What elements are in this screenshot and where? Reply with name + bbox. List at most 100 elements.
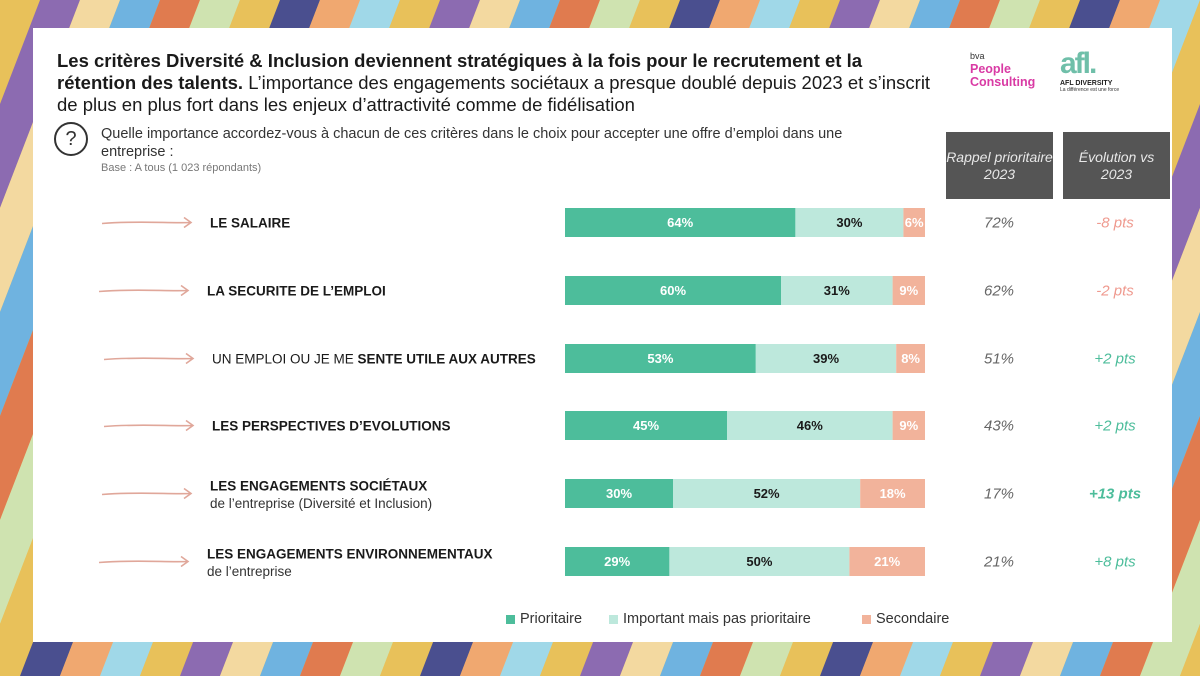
headline: Les critères Diversité & Inclusion devie… <box>57 50 937 116</box>
bar-segment-prioritaire <box>565 276 781 305</box>
bar-segment-important <box>669 547 850 576</box>
evolution-value: +2 pts <box>1094 350 1136 367</box>
bar-value-label: 6% <box>905 215 924 230</box>
question-icon: ? <box>54 122 88 156</box>
bar-segment-secondaire <box>896 344 925 373</box>
row-arrow-icon <box>103 424 193 428</box>
rappel-2023-value: 43% <box>984 417 1014 434</box>
bar-value-label: 30% <box>606 486 632 501</box>
rappel-2023-value: 51% <box>984 350 1014 367</box>
rappel-2023-value: 72% <box>984 214 1014 231</box>
evolution-value: +13 pts <box>1089 485 1141 502</box>
afl-logo: afl. AFL DIVERSITY La différence est une… <box>1060 46 1150 93</box>
bar-value-label: 18% <box>880 486 906 501</box>
bva-logo-name: People Consulting <box>970 62 1036 89</box>
bar-segment-prioritaire <box>565 547 670 576</box>
question-base: Base : A tous (1 023 répondants) <box>101 162 262 174</box>
legend-swatch-important <box>609 614 618 624</box>
legend-label-secondaire: Secondaire <box>876 611 950 627</box>
category-label-part: LES ENGAGEMENTS SOCIÉTAUX <box>210 478 427 493</box>
stacked-bar-chart: LE SALAIRE 64% 30% 6% 72% -8 pts LA SECURITE D… <box>98 208 1141 579</box>
legend-item-important: Important mais pas prioritaire <box>609 611 811 627</box>
bar-value-label: 21% <box>874 554 900 569</box>
bar-segment-important <box>673 479 861 508</box>
bar-value-label: 30% <box>836 215 862 230</box>
legend-swatch-secondaire <box>862 614 871 624</box>
row-arrow-icon <box>98 289 188 293</box>
bar-value-label: 39% <box>813 351 839 366</box>
rappel-2023-value: 21% <box>983 553 1014 570</box>
row-arrow-icon <box>98 560 188 564</box>
evolution-column-header: Évolution vs 2023 <box>1063 132 1170 199</box>
rappel-2023-value: 17% <box>984 485 1014 502</box>
category-label: LE SALAIRE <box>210 215 290 230</box>
headline-normal: L’importance des engagements sociétaux a… <box>57 72 931 115</box>
bar-value-label: 53% <box>647 351 673 366</box>
evolution-value: -2 pts <box>1096 282 1134 299</box>
bva-logo: bva People Consulting <box>970 50 1050 89</box>
category-label-part: LA SECURITE DE L’EMPLOI <box>207 283 386 298</box>
bar-value-label: 64% <box>667 215 693 230</box>
category-label-part: LES ENGAGEMENTS ENVIRONNEMENTAUX <box>207 546 493 561</box>
bar-segment-secondaire <box>860 479 925 508</box>
category-sublabel: de l’entreprise (Diversité et Inclusion) <box>210 496 432 511</box>
row-arrow-icon <box>103 357 193 361</box>
category-label-part: LES PERSPECTIVES D’EVOLUTIONS <box>212 418 451 433</box>
row-arrow-icon <box>101 492 191 496</box>
bar-segment-secondaire <box>903 208 925 237</box>
evolution-value: -8 pts <box>1096 214 1134 231</box>
bar-segment-secondaire <box>849 547 925 576</box>
legend-item-secondaire: Secondaire <box>862 611 949 627</box>
row-arrowhead-icon <box>185 419 195 432</box>
bar-value-label: 9% <box>899 283 918 298</box>
legend-label-important: Important mais pas prioritaire <box>623 611 811 627</box>
category-sublabel: de l’entreprise <box>207 564 292 579</box>
category-label: LES ENGAGEMENTS SOCIÉTAUX <box>210 478 427 493</box>
category-label-part: LE SALAIRE <box>210 215 290 230</box>
rappel-column-header: Rappel prioritaire 2023 <box>946 132 1053 199</box>
category-label-part: SENTE UTILE AUX AUTRES <box>358 351 536 366</box>
bar-segment-prioritaire <box>565 411 727 440</box>
bar-segment-important <box>781 276 893 305</box>
bar-value-label: 29% <box>604 554 630 569</box>
bva-logo-small: bva <box>970 51 985 61</box>
category-label: LA SECURITE DE L’EMPLOI <box>207 283 386 298</box>
legend-item-prioritaire: Prioritaire <box>506 611 582 627</box>
question-text: Quelle importance accordez-vous à chacun… <box>101 126 843 160</box>
rappel-2023-value: 62% <box>984 282 1014 299</box>
bar-value-label: 46% <box>797 418 823 433</box>
evolution-value: +2 pts <box>1094 417 1136 434</box>
bar-segment-secondaire <box>892 276 925 305</box>
bar-value-label: 31% <box>824 283 850 298</box>
row-arrow-icon <box>101 221 191 225</box>
headline-bold: Les critères Diversité & Inclusion devie… <box>57 50 863 93</box>
category-label: LES ENGAGEMENTS ENVIRONNEMENTAUX <box>207 546 493 561</box>
bar-value-label: 9% <box>899 418 918 433</box>
afl-logo-name: AFL DIVERSITY <box>1060 80 1113 87</box>
afl-logo-mark: afl. <box>1060 47 1097 80</box>
afl-logo-tag: La différence est une force <box>1060 87 1120 93</box>
background-stripe <box>1180 624 1200 676</box>
bar-segment-prioritaire <box>565 344 756 373</box>
bar-value-label: 60% <box>660 283 686 298</box>
row-arrowhead-icon <box>183 487 193 500</box>
bar-value-label: 52% <box>754 486 780 501</box>
category-label-part: UN EMPLOI OU JE ME <box>212 351 358 366</box>
bar-segment-important <box>727 411 893 440</box>
category-label: LES PERSPECTIVES D’EVOLUTIONS <box>212 418 451 433</box>
bar-value-label: 50% <box>746 554 772 569</box>
logos: bva People Consulting afl. AFL DIVERSITY… <box>970 46 1150 116</box>
category-label: UN EMPLOI OU JE ME SENTE UTILE AUX AUTRE… <box>212 351 536 366</box>
row-arrowhead-icon <box>180 284 190 297</box>
bar-segment-important <box>755 344 897 373</box>
row-arrowhead-icon <box>180 555 190 568</box>
slide-card: Les critères Diversité & Inclusion devie… <box>33 28 1172 642</box>
bar-segment-prioritaire <box>565 208 796 237</box>
bar-value-label: 8% <box>901 351 920 366</box>
bar-segment-prioritaire <box>565 479 673 508</box>
bar-value-label: 45% <box>633 418 659 433</box>
evolution-value: +8 pts <box>1094 553 1136 570</box>
legend-swatch-prioritaire <box>506 614 515 624</box>
row-arrowhead-icon <box>185 352 195 365</box>
bar-segment-important <box>795 208 904 237</box>
